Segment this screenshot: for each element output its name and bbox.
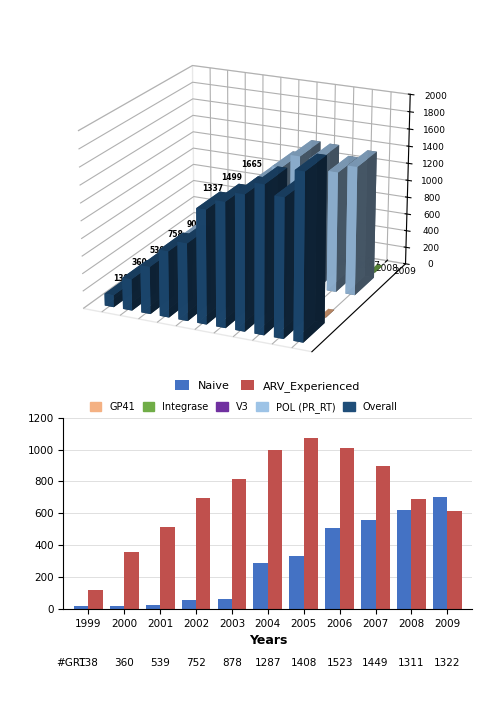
Text: #GRT: #GRT <box>56 658 86 668</box>
Text: 1322: 1322 <box>434 658 461 668</box>
Bar <box>89 590 103 609</box>
X-axis label: Years: Years <box>249 634 287 647</box>
Bar <box>268 450 282 609</box>
Bar <box>289 556 304 609</box>
Text: 539: 539 <box>150 658 170 668</box>
Bar <box>325 527 339 609</box>
Bar <box>433 496 447 609</box>
Text: 1449: 1449 <box>362 658 389 668</box>
Bar <box>375 467 390 609</box>
Bar <box>196 498 210 609</box>
Text: 360: 360 <box>114 658 134 668</box>
Bar <box>146 605 160 609</box>
Bar <box>218 598 232 609</box>
Bar <box>110 605 124 609</box>
Bar <box>447 510 462 609</box>
Text: 1408: 1408 <box>291 658 317 668</box>
Text: 138: 138 <box>78 658 98 668</box>
Text: 1287: 1287 <box>255 658 281 668</box>
Bar <box>361 520 375 609</box>
Bar <box>254 563 268 609</box>
Bar <box>124 552 139 609</box>
Bar <box>397 510 412 609</box>
Bar <box>182 600 196 609</box>
Text: 878: 878 <box>222 658 242 668</box>
Text: 1523: 1523 <box>326 658 353 668</box>
Bar <box>74 605 89 609</box>
Bar <box>412 499 426 609</box>
Text: 752: 752 <box>186 658 206 668</box>
Bar <box>304 438 318 609</box>
Legend: GP41, Integrase, V3, POL (PR_RT), Overall: GP41, Integrase, V3, POL (PR_RT), Overal… <box>86 398 401 416</box>
Legend: Naive, ARV_Experienced: Naive, ARV_Experienced <box>171 375 365 396</box>
Bar <box>232 479 246 609</box>
Text: 1311: 1311 <box>398 658 425 668</box>
Bar <box>339 447 354 609</box>
Bar <box>160 527 174 609</box>
